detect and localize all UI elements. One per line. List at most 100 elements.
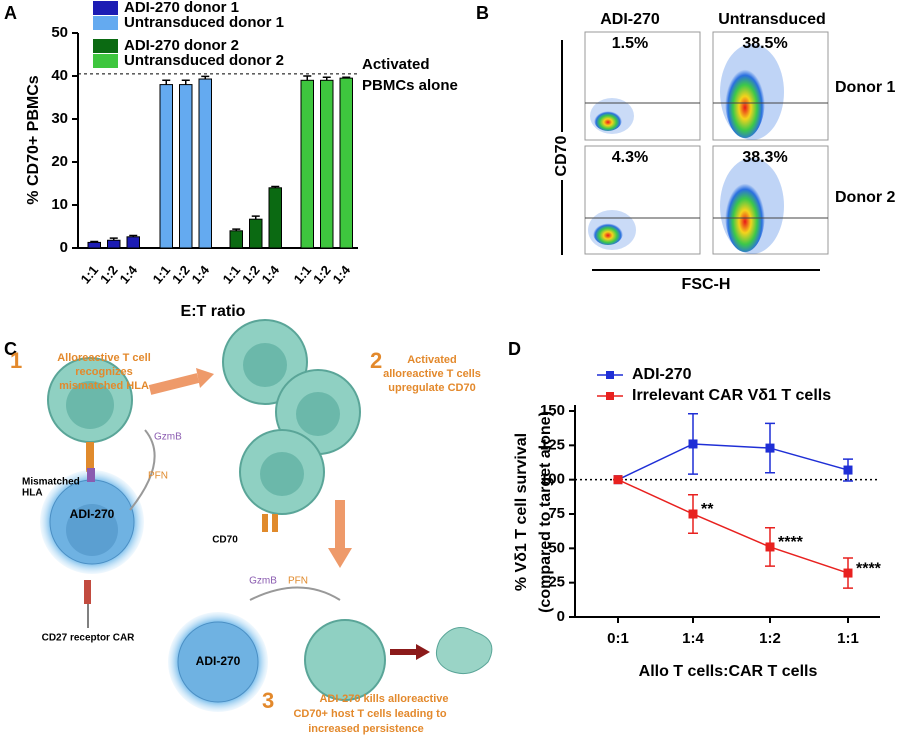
y-tick-label: 40 <box>51 67 68 84</box>
label: GzmB <box>154 432 182 443</box>
axis-label: CD70 <box>553 135 570 176</box>
bar <box>229 230 243 249</box>
error-bar <box>322 76 331 81</box>
bar <box>268 187 282 249</box>
label: Mismatched <box>22 477 80 488</box>
bar <box>126 236 140 249</box>
step-number: 1 <box>10 348 22 373</box>
y-tick-label: 10 <box>51 196 68 213</box>
y-tick-label: 125 <box>540 436 565 453</box>
arrow <box>196 368 214 388</box>
bar <box>249 218 263 249</box>
step-text: CD70+ host T cells leading to <box>293 708 446 720</box>
error-bar <box>162 79 171 85</box>
annotation: **** <box>856 560 882 577</box>
panel-letter: B <box>476 3 489 23</box>
legend-label: ADI-270 <box>632 366 692 383</box>
step-text: ADI-270 kills alloreactive <box>319 693 448 705</box>
step-text: increased persistence <box>308 723 424 735</box>
y-tick-label: 30 <box>51 110 68 127</box>
series-line <box>617 443 849 481</box>
car <box>84 580 91 604</box>
legend-marker <box>606 392 614 400</box>
arrow <box>328 548 352 568</box>
arrow <box>249 586 341 601</box>
y-tick-label: 50 <box>548 539 565 556</box>
step-number: 3 <box>262 688 274 713</box>
panel-letter: A <box>4 3 17 23</box>
x-tick-label: 1:1 <box>291 262 315 286</box>
y-tick-label: 75 <box>548 505 565 522</box>
point <box>843 568 853 578</box>
arrow <box>129 429 156 511</box>
step-text: upregulate CD70 <box>388 382 475 394</box>
nucleus <box>66 504 118 556</box>
row-label: Donor 2 <box>835 189 896 206</box>
receptor <box>262 514 268 532</box>
point <box>688 439 698 449</box>
x-tick-label: 1:4 <box>330 262 354 287</box>
y-tick-label: 100 <box>540 471 565 488</box>
point <box>765 542 775 552</box>
label: ADI-270 <box>70 507 115 521</box>
y-tick-label: 25 <box>548 574 565 591</box>
nucleus <box>296 392 340 436</box>
error-bar <box>109 237 118 241</box>
x-tick-label: 1:4 <box>189 262 213 287</box>
percentage: 38.3% <box>742 149 787 166</box>
y-tick-label: 0 <box>60 239 68 256</box>
legend-swatch <box>93 16 118 30</box>
arrow <box>416 644 430 660</box>
car-cell <box>177 621 259 703</box>
label: ADI-270 <box>196 654 241 668</box>
legend-swatch <box>93 1 118 15</box>
bar <box>339 77 353 249</box>
receptor <box>86 442 94 472</box>
error-bar <box>232 228 241 231</box>
nucleus <box>243 343 287 387</box>
error-bar <box>129 234 138 237</box>
step-text: recognizes <box>75 366 132 378</box>
percentage: 1.5% <box>612 35 648 52</box>
bar <box>198 78 212 249</box>
percentage: 38.5% <box>742 35 787 52</box>
reference-label: Activated <box>362 56 430 73</box>
debris <box>435 627 493 675</box>
point <box>843 465 853 475</box>
error-bar <box>271 185 280 188</box>
point <box>765 443 775 453</box>
density <box>725 62 765 138</box>
x-tick-label: 0:1 <box>607 630 629 647</box>
y-tick-label: 20 <box>51 153 68 170</box>
error-bar <box>181 79 190 85</box>
density <box>725 176 765 252</box>
annotation: **** <box>778 534 804 551</box>
hla <box>87 468 95 482</box>
arrow <box>148 373 200 395</box>
legend-label: Untransduced donor 2 <box>124 52 284 69</box>
step-text: Activated <box>407 354 457 366</box>
axis-label: FSC-H <box>682 276 731 293</box>
legend-marker <box>606 371 614 379</box>
diagram: 1 Alloreactive T cell recognizes mismatc… <box>10 319 493 735</box>
density <box>594 109 622 131</box>
x-tick-label: 1:1 <box>150 262 174 286</box>
x-tick-label: 1:1 <box>837 630 859 647</box>
t-cell <box>304 619 386 701</box>
bar <box>320 79 334 249</box>
label: HLA <box>22 488 43 499</box>
y-tick-label: 0 <box>557 608 565 625</box>
x-axis-label: E:T ratio <box>181 303 246 320</box>
label: GzmB <box>249 576 277 587</box>
x-tick-label: 1:2 <box>310 262 334 286</box>
flow-panel: ADI-270 Untransduced 1.5% 38.5% 4.3% 38.… <box>553 11 895 293</box>
bar <box>87 241 101 249</box>
y-tick-label: 50 <box>51 24 68 41</box>
step-text: alloreactive T cells <box>383 368 481 380</box>
bar <box>107 239 121 249</box>
reference-label: PBMCs alone <box>362 77 458 94</box>
y-axis-label: % Vδ1 T cell survival <box>513 433 530 591</box>
legend-label: Untransduced donor 1 <box>124 14 284 31</box>
nucleus <box>66 381 114 429</box>
